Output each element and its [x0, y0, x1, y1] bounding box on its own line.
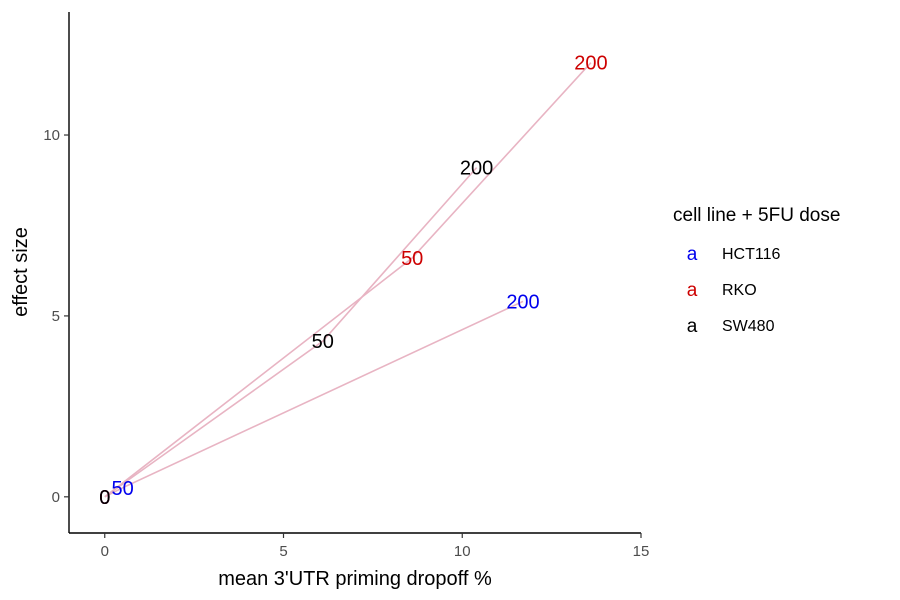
- legend-label-sw480: SW480: [722, 318, 775, 335]
- point-label-sw480-0: 0: [99, 487, 110, 509]
- point-label-sw480-50: 50: [312, 331, 334, 353]
- point-label-hct116-0: 0: [99, 487, 110, 509]
- x-tick-label: 10: [454, 543, 471, 560]
- point-label-rko-0: 0: [99, 487, 110, 509]
- point-label-rko-50: 50: [401, 248, 423, 270]
- x-tick-label: 0: [101, 543, 109, 560]
- x-axis-ticks: 0 5 10 15: [101, 533, 650, 560]
- series-lines: [104, 62, 592, 498]
- x-tick-label: 15: [633, 543, 650, 560]
- point-label-hct116-200: 200: [506, 291, 539, 313]
- y-tick-label: 10: [43, 127, 60, 144]
- series-line-hct116: [104, 300, 524, 498]
- point-label-hct116-50: 50: [111, 478, 133, 500]
- y-axis-title: effect size: [10, 227, 32, 317]
- x-axis-title: mean 3'UTR priming dropoff %: [218, 568, 492, 590]
- x-tick-label: 5: [279, 543, 287, 560]
- y-axis-ticks: 0 5 10: [43, 127, 69, 506]
- legend: cell line + 5FU dose a HCT116 a RKO a SW480: [673, 205, 840, 337]
- legend-label-rko: RKO: [722, 282, 757, 299]
- legend-key-hct116: a: [687, 244, 698, 265]
- legend-key-rko: a: [687, 280, 698, 301]
- legend-key-sw480: a: [687, 316, 698, 337]
- y-tick-label: 0: [52, 489, 60, 506]
- point-label-rko-200: 200: [574, 53, 607, 75]
- point-label-sw480-200: 200: [460, 158, 493, 180]
- legend-title: cell line + 5FU dose: [673, 205, 840, 226]
- legend-label-hct116: HCT116: [722, 246, 780, 263]
- y-tick-label: 5: [52, 308, 60, 325]
- series-line-rko: [104, 62, 592, 498]
- series-line-sw480: [104, 167, 478, 498]
